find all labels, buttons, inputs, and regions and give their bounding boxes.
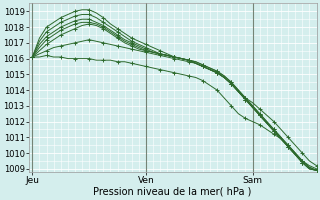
X-axis label: Pression niveau de la mer( hPa ): Pression niveau de la mer( hPa ) — [93, 187, 252, 197]
